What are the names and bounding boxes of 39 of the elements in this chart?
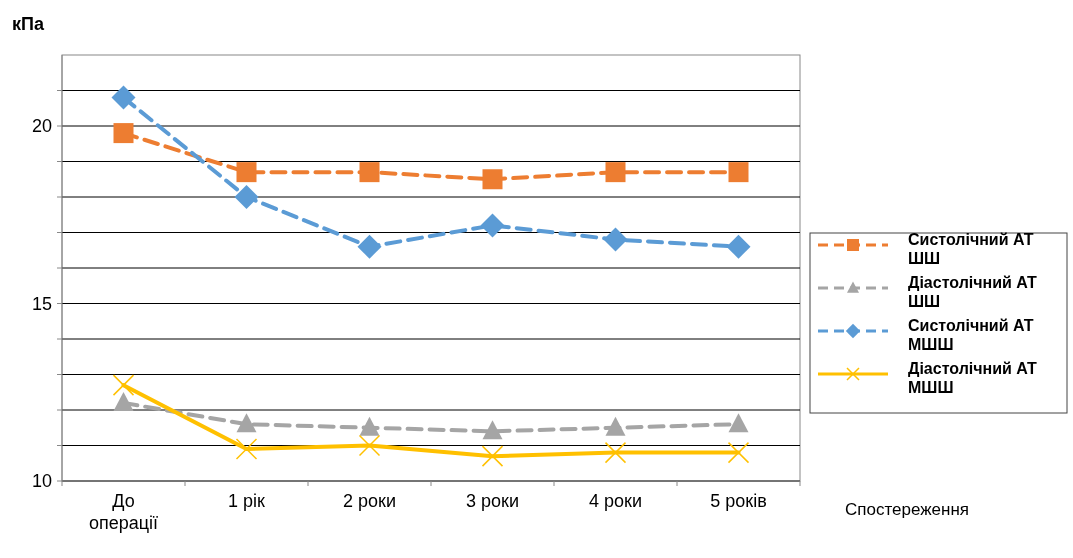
point bbox=[603, 227, 628, 252]
point bbox=[482, 420, 503, 440]
point bbox=[359, 162, 380, 183]
point bbox=[728, 162, 749, 183]
legend-label: Систолічний АТ ШШ bbox=[908, 231, 1034, 267]
y-tick-label: 20 bbox=[31, 116, 52, 137]
legend-label: Систолічний АТ МШШ bbox=[908, 317, 1034, 353]
x-axis-title: Спостереження bbox=[845, 500, 970, 519]
point bbox=[727, 441, 750, 464]
point bbox=[235, 438, 258, 460]
point bbox=[113, 391, 134, 411]
point bbox=[357, 234, 382, 259]
point bbox=[480, 213, 505, 238]
point bbox=[113, 123, 134, 144]
point bbox=[728, 413, 749, 433]
point bbox=[481, 445, 504, 467]
point bbox=[112, 374, 135, 396]
x-tick-label: 4 роки bbox=[589, 491, 642, 511]
point bbox=[482, 169, 503, 190]
legend-label: Діастолічний АТ ШШ bbox=[908, 274, 1038, 310]
y-axis-title: кПа bbox=[12, 14, 45, 34]
point bbox=[605, 162, 626, 183]
point bbox=[605, 416, 626, 436]
x-tick-label: 1 рік bbox=[228, 491, 266, 511]
point bbox=[604, 441, 627, 464]
point bbox=[111, 85, 136, 110]
point bbox=[234, 185, 259, 209]
y-tick-label: 10 bbox=[31, 471, 52, 492]
y-tick-label: 15 bbox=[31, 293, 52, 314]
x-tick-label: 2 роки bbox=[343, 491, 396, 511]
point bbox=[236, 162, 257, 183]
point bbox=[359, 416, 380, 436]
point bbox=[236, 413, 257, 433]
point bbox=[358, 434, 381, 457]
x-tick-label: 5 років bbox=[710, 491, 767, 511]
x-tick-label: До операції bbox=[88, 491, 159, 533]
point bbox=[726, 234, 751, 259]
x-tick-label: 3 роки bbox=[466, 491, 519, 511]
legend-label: Діастолічний АТ МШШ bbox=[908, 360, 1038, 396]
